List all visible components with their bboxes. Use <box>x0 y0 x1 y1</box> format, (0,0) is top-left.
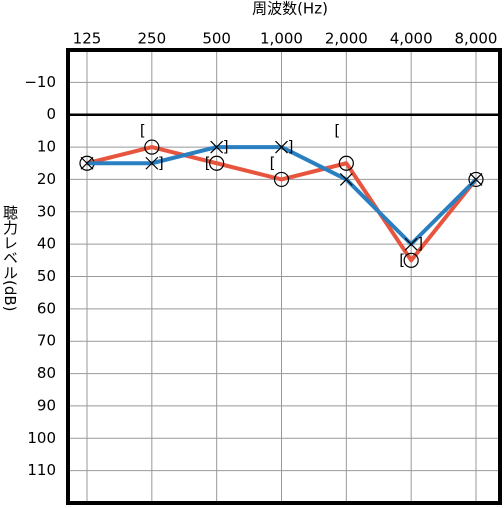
series-line <box>86 145 478 263</box>
marker-bracket: [ <box>270 154 276 172</box>
marker-cross <box>404 237 418 251</box>
y-tick-label: 100 <box>27 429 56 447</box>
marker-bracket: [ <box>140 121 146 139</box>
y-tick-label: 0 <box>46 105 56 123</box>
x-tick-label: 4,000 <box>390 30 433 48</box>
y-axis-label: 聴力レベル(dB) <box>1 205 19 312</box>
marker-bracket: ] <box>288 138 294 156</box>
marker-cross <box>210 140 224 154</box>
marker-bracket: [ <box>334 121 340 139</box>
y-tick-label: 110 <box>27 461 56 479</box>
marker-cross <box>145 156 159 170</box>
y-tick-label: 30 <box>37 202 56 220</box>
y-tick-label: 10 <box>37 138 56 156</box>
marker-circle <box>273 171 290 188</box>
marker-cross <box>339 173 353 186</box>
marker-cross <box>275 140 288 154</box>
y-tick-label: 80 <box>37 364 56 382</box>
y-tick-label: −10 <box>24 73 56 91</box>
x-tick-label: 1,000 <box>260 30 303 48</box>
x-tick-label: 8,000 <box>455 30 498 48</box>
y-tick-label: 50 <box>37 267 56 285</box>
marker-circle <box>338 155 354 171</box>
y-tick-label: 90 <box>37 396 56 414</box>
x-tick-label: 125 <box>73 30 102 48</box>
marker-cross <box>469 173 483 186</box>
marker-cross <box>80 156 94 170</box>
x-tick-label: 250 <box>138 30 167 48</box>
x-tick-label: 2,000 <box>325 30 368 48</box>
marker-circle <box>144 139 160 155</box>
marker-bracket: ] <box>158 154 164 172</box>
plot-border <box>66 48 502 505</box>
y-tick-label: 60 <box>37 299 56 317</box>
y-tick-label: 70 <box>37 332 56 350</box>
marker-bracket: [ <box>205 154 211 172</box>
chart-title: 周波数(Hz) <box>252 0 328 18</box>
y-tick-label: 40 <box>37 235 56 253</box>
marker-bracket: [ <box>399 251 405 269</box>
x-tick-label: 500 <box>202 30 231 48</box>
marker-circle <box>209 155 225 171</box>
marker-circle <box>403 252 419 268</box>
marker-bracket: ] <box>223 138 229 156</box>
marker-bracket: ] <box>417 235 423 253</box>
y-tick-label: 20 <box>37 170 56 188</box>
marker-circle <box>468 171 484 188</box>
